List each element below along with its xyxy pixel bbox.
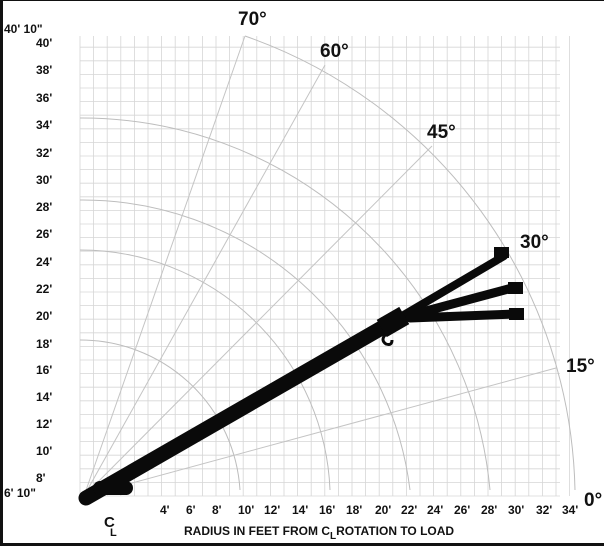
- y-axis-labels: 6' 10"8' 10' 12' 14' 16' 18' 20' 22' 24' 26' 28' 30…: [4, 22, 52, 500]
- angle-label-60: 60°: [320, 41, 349, 62]
- x-tick-label: 6': [186, 503, 196, 517]
- x-tick-label: 26': [454, 503, 470, 517]
- x-tick-label: 12': [264, 503, 280, 517]
- x-tick-label: 32': [536, 503, 552, 517]
- x-axis-title-tail: ROTATION TO LOAD: [336, 524, 454, 538]
- x-axis-title-main: RADIUS IN FEET FROM C: [184, 524, 330, 538]
- jib-tip-low: [509, 308, 524, 320]
- y-tick-label: 36': [36, 91, 52, 105]
- x-tick-label: 20': [375, 503, 391, 517]
- x-tick-label: 34': [562, 503, 578, 517]
- angle-label-45: 45°: [427, 122, 456, 143]
- jib-tip-mid: [508, 282, 523, 294]
- boom-joint-collar: [376, 306, 410, 338]
- x-axis-labels: 4' 6' 8' 10' 12' 14' 16' 18' 20' 22' 24' 26' 28' 30' 3…: [160, 503, 578, 517]
- y-tick-label: 10': [36, 444, 52, 458]
- range-arc-1: [79, 339, 241, 491]
- centerline-symbol-sub: L: [110, 527, 117, 539]
- x-tick-label: 24': [427, 503, 443, 517]
- y-tick-label: 14': [36, 390, 52, 404]
- ray-70: [83, 35, 246, 497]
- jib-offset-low: [405, 309, 519, 323]
- x-tick-label: 28': [481, 503, 497, 517]
- y-tick-label: 18': [36, 337, 52, 351]
- grid-lines: [79, 36, 570, 497]
- boom-main-section: [78, 314, 400, 506]
- y-tick-label: 26': [36, 227, 52, 241]
- x-tick-label: 4': [160, 503, 170, 517]
- x-tick-label: 18': [346, 503, 362, 517]
- y-tick-label: 40': [36, 36, 52, 50]
- x-tick-label: 8': [212, 503, 222, 517]
- y-tick-label: 32': [36, 146, 52, 160]
- x-axis-title: RADIUS IN FEET FROM CLROTATION TO LOAD: [184, 524, 454, 542]
- ray-45: [83, 145, 433, 497]
- boom-hook: [381, 332, 394, 346]
- jib-offset-mid: [395, 283, 517, 323]
- range-arc-3: [79, 199, 411, 491]
- angle-labels: 70° 60° 45° 30° 15° 0°: [238, 9, 602, 511]
- range-arcs: [79, 35, 576, 491]
- angle-label-70: 70°: [238, 9, 267, 30]
- centerline-symbol: C: [104, 514, 115, 531]
- angle-label-30: 30°: [520, 232, 549, 253]
- y-tick-label: 6' 10": [4, 486, 36, 500]
- angle-label-15: 15°: [566, 356, 595, 377]
- y-tick-label: 22': [36, 282, 52, 296]
- ray-15: [83, 367, 557, 497]
- ray-60: [83, 64, 326, 497]
- y-tick-label: 30': [36, 173, 52, 187]
- x-tick-label: 16': [319, 503, 335, 517]
- range-arc-outer: [244, 35, 576, 491]
- y-tick-label: 12': [36, 417, 52, 431]
- x-tick-label: 22': [401, 503, 417, 517]
- y-tick-label: 16': [36, 363, 52, 377]
- range-arc-2: [79, 249, 331, 491]
- y-tick-label: 38': [36, 63, 52, 77]
- y-tick-label: 20': [36, 309, 52, 323]
- y-tick-label: 28': [36, 200, 52, 214]
- y-tick-label: 8': [36, 471, 46, 485]
- x-tick-label: 30': [508, 503, 524, 517]
- range-arc-4: [79, 117, 491, 491]
- x-tick-label: 14': [292, 503, 308, 517]
- x-tick-label: 10': [238, 503, 254, 517]
- angle-label-0: 0°: [584, 490, 602, 511]
- x-axis-title-sub: L: [330, 531, 336, 542]
- y-tick-label: 34': [36, 118, 52, 132]
- y-tick-label: 24': [36, 255, 52, 269]
- boom: [78, 252, 519, 506]
- y-tick-label: 40' 10": [4, 22, 43, 36]
- boom-tip-30: [494, 247, 509, 258]
